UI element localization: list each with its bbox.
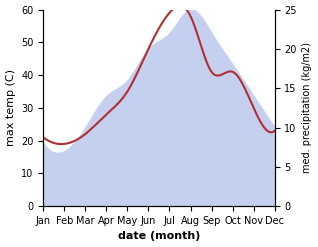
X-axis label: date (month): date (month) [118,231,200,242]
Y-axis label: med. precipitation (kg/m2): med. precipitation (kg/m2) [302,42,313,173]
Y-axis label: max temp (C): max temp (C) [5,69,16,146]
